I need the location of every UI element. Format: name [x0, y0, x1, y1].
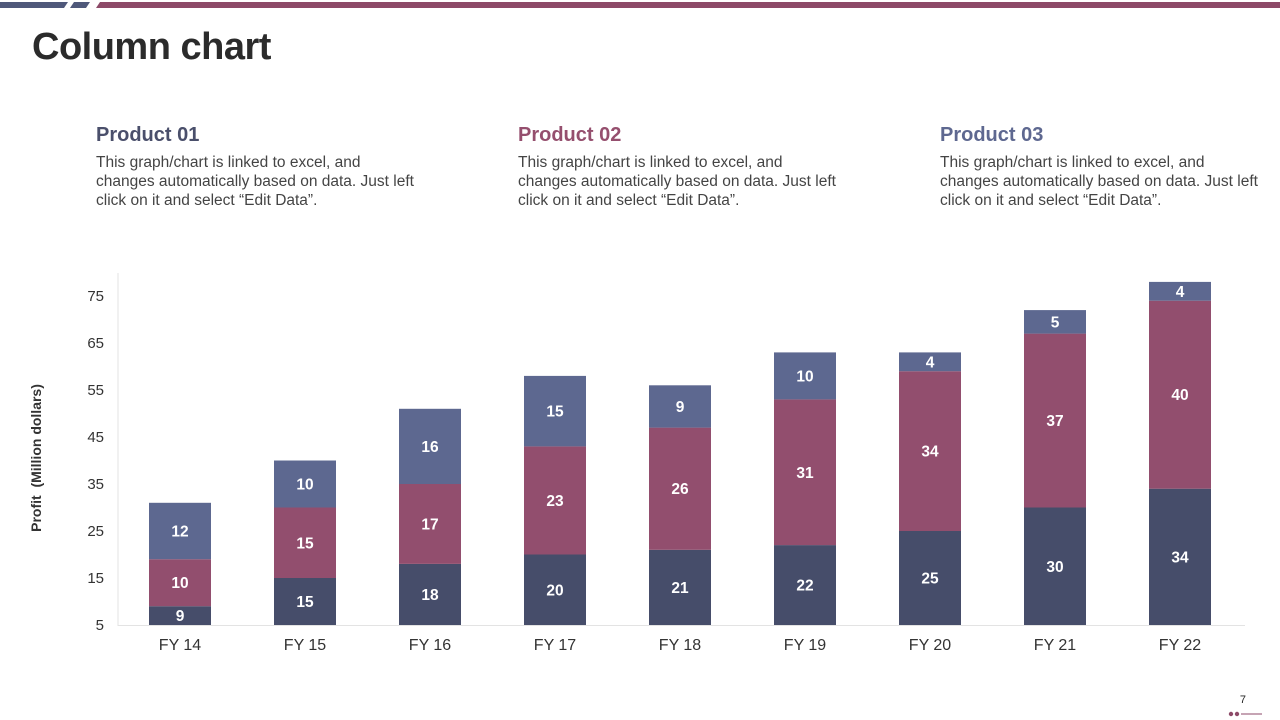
data-label: 9: [676, 399, 685, 416]
data-label: 12: [171, 524, 188, 541]
y-tick-label: 25: [87, 523, 104, 540]
bar-segment: [1024, 507, 1086, 625]
page-number: 7: [1239, 694, 1246, 706]
top-accent-left: [0, 2, 68, 8]
data-label: 31: [796, 465, 814, 482]
y-tick-label: 65: [87, 335, 104, 352]
bar-segment: [399, 408, 461, 484]
bar-segment: [649, 385, 711, 428]
bar-segment: [274, 578, 336, 625]
product-03-block: Product 03 This graph/chart is linked to…: [940, 124, 1260, 210]
data-label: 4: [1176, 284, 1185, 301]
y-tick-label: 45: [87, 429, 104, 446]
y-tick-label: 75: [87, 288, 104, 305]
data-label: 10: [171, 575, 188, 592]
data-label: 17: [421, 516, 438, 533]
product-02-title: Product 02: [518, 124, 622, 146]
top-accent-mid: [70, 2, 90, 8]
data-label: 34: [1171, 549, 1189, 566]
data-label: 18: [421, 587, 439, 604]
data-label: 21: [671, 580, 689, 597]
y-axis-label: Profit (Million dollars): [28, 384, 44, 532]
product-01-block: Product 01 This graph/chart is linked to…: [96, 124, 416, 210]
data-label: 4: [926, 354, 935, 371]
data-label: 15: [296, 535, 314, 552]
x-tick-label: FY 18: [659, 637, 702, 654]
data-label: 20: [546, 582, 563, 599]
bar-segment: [1024, 310, 1086, 334]
data-label: 10: [796, 368, 813, 385]
bar-segment: [1149, 488, 1211, 625]
product-01-description: This graph/chart is linked to excel, and…: [96, 154, 414, 209]
data-label: 40: [1171, 387, 1188, 404]
data-label: 26: [671, 481, 689, 498]
data-label: 10: [296, 477, 313, 494]
page-title: Column chart: [32, 26, 271, 68]
product-02-block: Product 02 This graph/chart is linked to…: [518, 124, 838, 210]
x-tick-label: FY 17: [534, 637, 577, 654]
data-label: 25: [921, 571, 939, 588]
bar-segment: [399, 563, 461, 625]
bar-segment: [1149, 300, 1211, 489]
x-tick-label: FY 14: [159, 637, 202, 654]
y-tick-label: 5: [96, 617, 104, 634]
bar-segment: [774, 352, 836, 400]
data-label: 5: [1051, 314, 1060, 331]
bar-segment: [399, 484, 461, 564]
product-02-description: This graph/chart is linked to excel, and…: [518, 154, 836, 209]
stacked-column-chart: Profit (Million dollars) 515253545556575…: [28, 273, 1245, 654]
product-01-title: Product 01: [96, 124, 200, 146]
bar-segment: [524, 446, 586, 555]
bar-segment: [899, 531, 961, 625]
page-decoration: [1228, 711, 1262, 717]
y-tick-label: 15: [87, 570, 104, 587]
bar-segment: [149, 606, 211, 625]
product-03-title: Product 03: [940, 124, 1044, 146]
bar-segment: [524, 554, 586, 625]
bar-segment: [899, 352, 961, 372]
page-deco-dot-2: [1234, 711, 1240, 717]
data-label: 15: [296, 594, 314, 611]
bar-segment: [1024, 333, 1086, 508]
data-label: 15: [546, 404, 564, 421]
data-label: 23: [546, 493, 564, 510]
bar-segment: [524, 375, 586, 447]
bar-segment: [899, 371, 961, 531]
bar-segment: [1149, 281, 1211, 301]
data-label: 22: [796, 578, 813, 595]
x-tick-label: FY 22: [1159, 637, 1202, 654]
bar-segment: [149, 559, 211, 607]
data-label: 9: [176, 608, 185, 625]
y-tick-label: 55: [87, 382, 104, 399]
data-label: 30: [1046, 559, 1063, 576]
page-deco-dot-1: [1228, 711, 1234, 717]
bar-segment: [649, 427, 711, 550]
bar-segment: [274, 507, 336, 578]
bar-segment: [649, 549, 711, 625]
bar-segment: [774, 545, 836, 625]
x-tick-label: FY 21: [1034, 637, 1077, 654]
bar-segment: [149, 502, 211, 560]
top-accent-right: [96, 2, 1280, 8]
y-tick-label: 35: [87, 476, 104, 493]
data-label: 34: [921, 444, 939, 461]
product-03-description: This graph/chart is linked to excel, and…: [940, 154, 1258, 209]
x-tick-label: FY 15: [284, 637, 327, 654]
bar-segment: [274, 460, 336, 508]
data-label: 16: [421, 439, 439, 456]
top-accent-bar: [0, 2, 1280, 8]
data-label: 37: [1046, 413, 1063, 430]
x-tick-label: FY 16: [409, 637, 452, 654]
bar-segment: [774, 399, 836, 546]
x-tick-label: FY 19: [784, 637, 827, 654]
x-tick-label: FY 20: [909, 637, 952, 654]
